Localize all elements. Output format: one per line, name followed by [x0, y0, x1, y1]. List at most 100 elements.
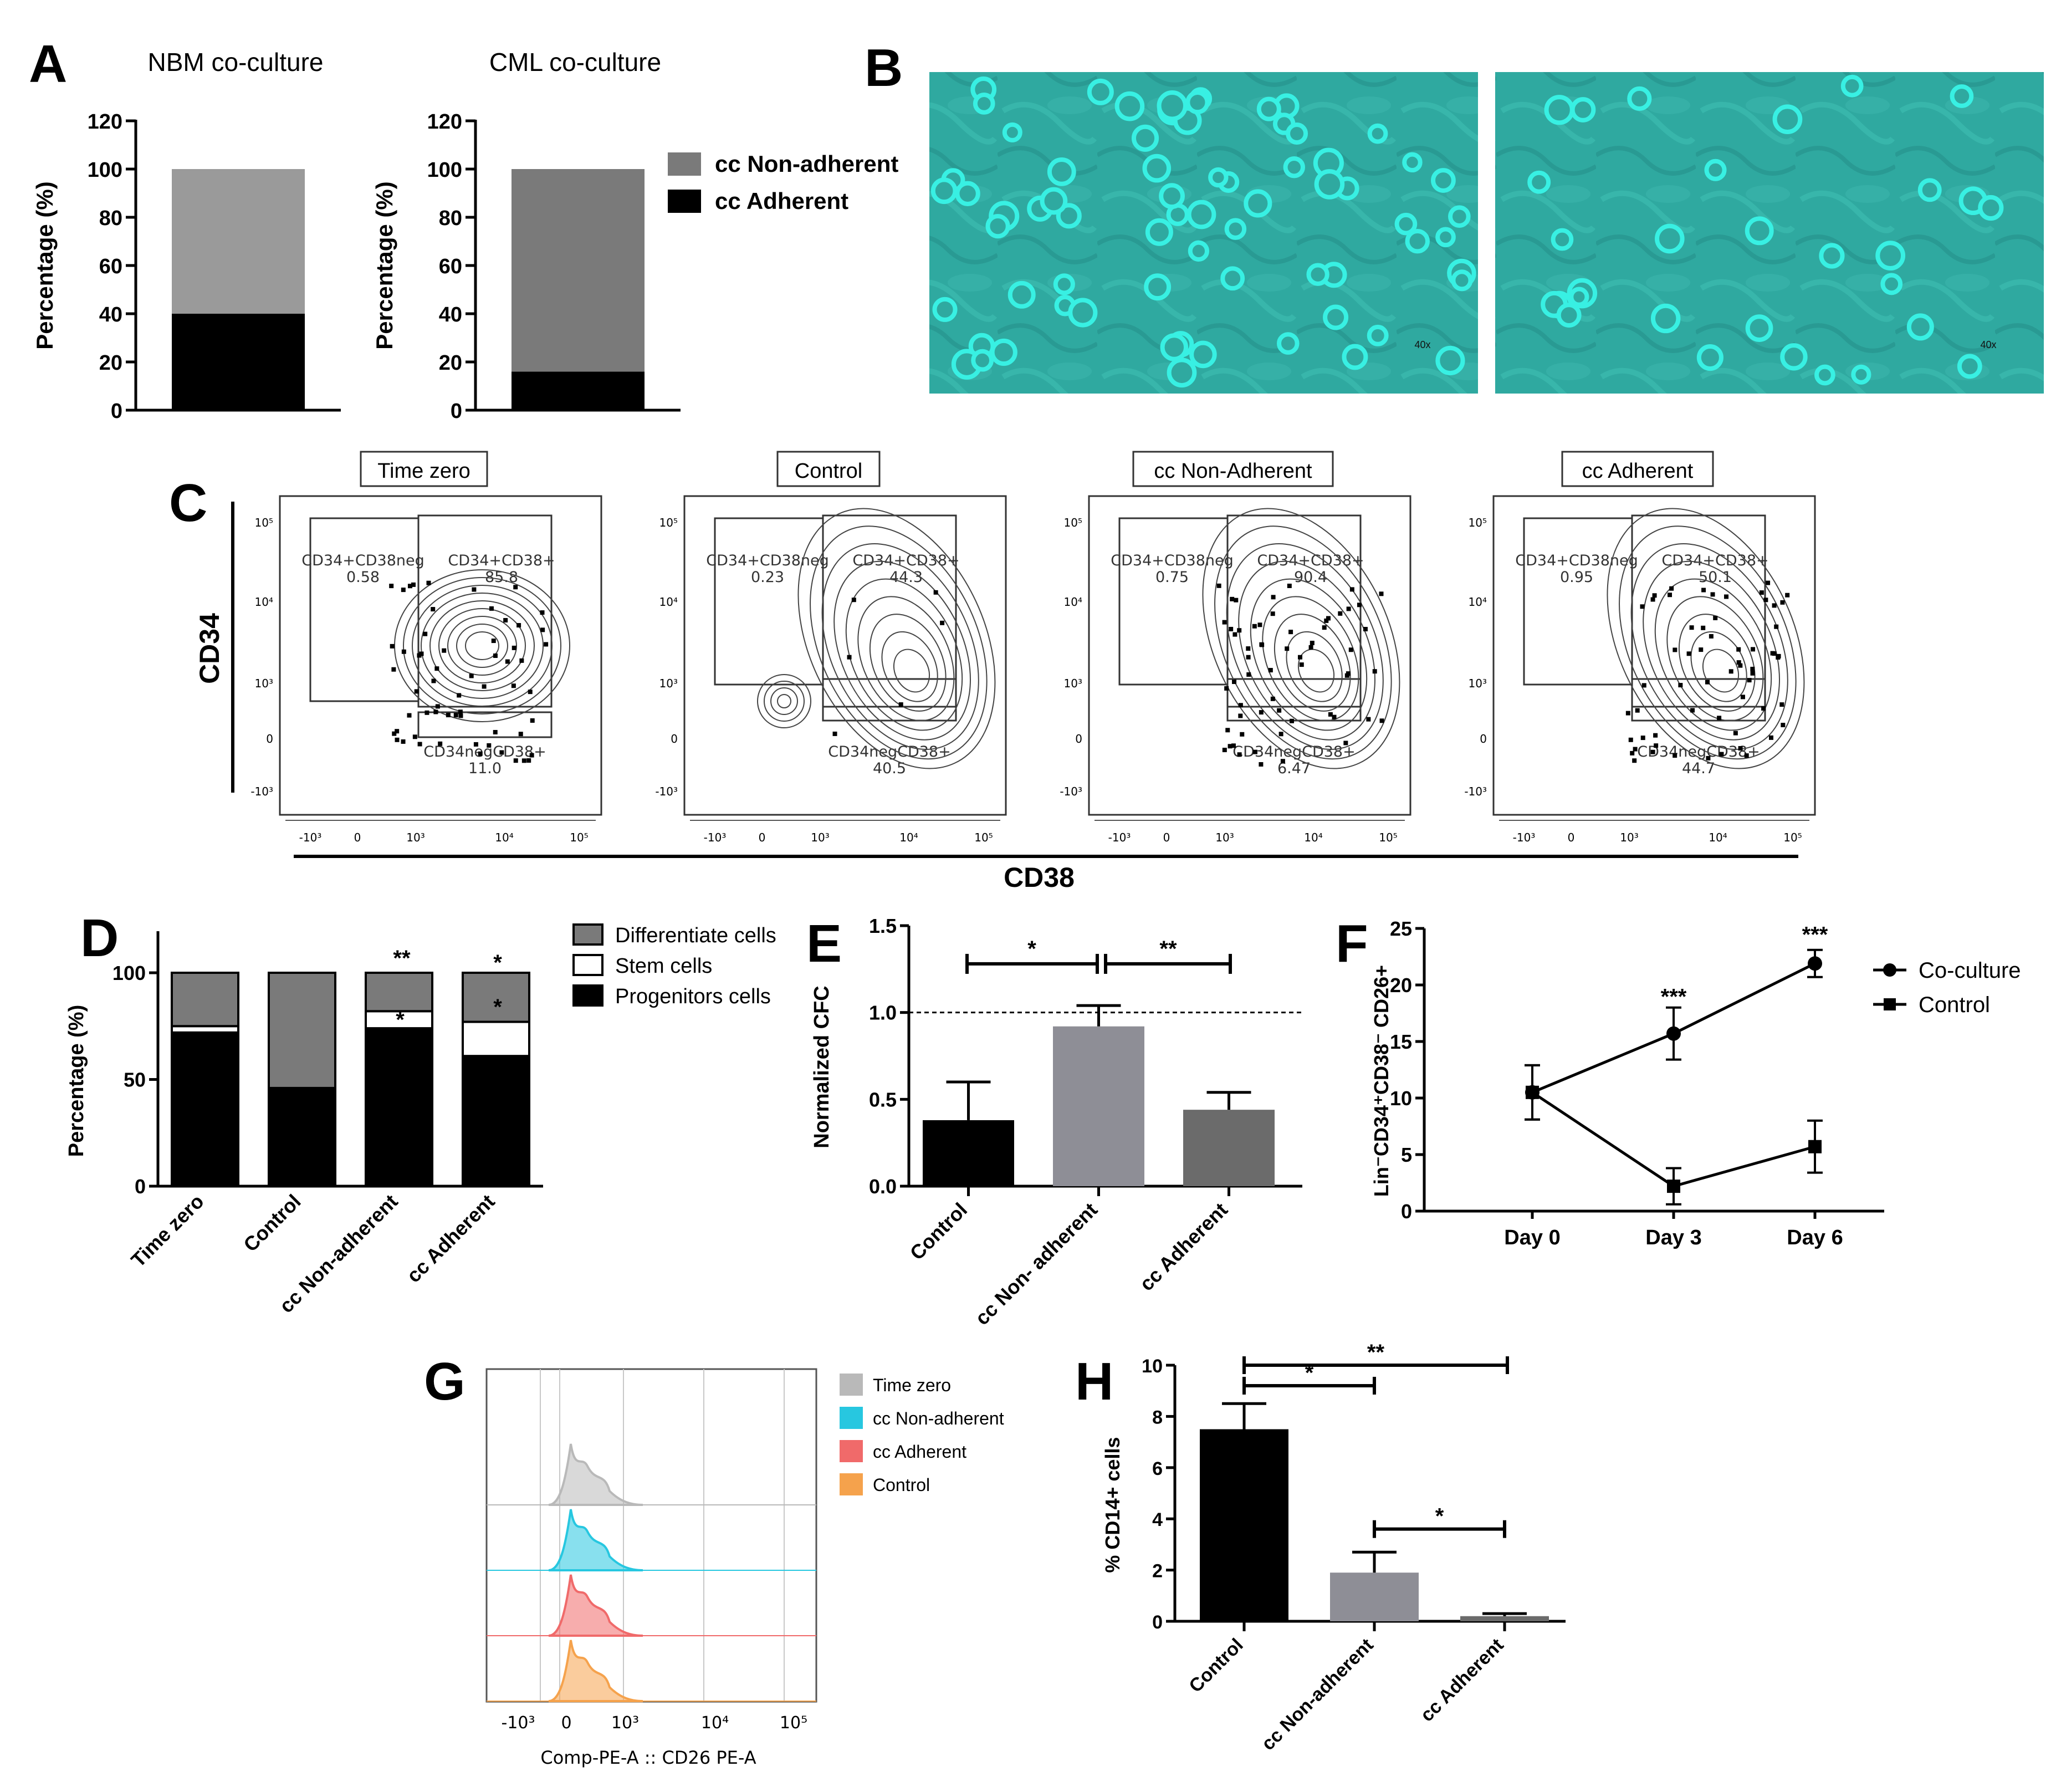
f-y-tick-label: 5 — [1401, 1143, 1412, 1166]
h-y-tick-label: 8 — [1152, 1407, 1163, 1428]
c-y-tick-label: 10⁴ — [1064, 595, 1082, 609]
c-event-dot — [1776, 655, 1781, 660]
c-event-dot — [940, 620, 945, 625]
f-point-control — [1667, 1180, 1680, 1193]
b-cell — [932, 297, 958, 322]
f-significance-mark: *** — [1661, 985, 1687, 1009]
c-event-dot — [1277, 708, 1282, 713]
b-cell — [1950, 84, 1974, 108]
c-event-dot — [1237, 628, 1242, 633]
c-event-dot — [1259, 762, 1264, 767]
c-contour-line — [1262, 596, 1359, 722]
c-gate-cd34pos-cd38pos — [417, 514, 553, 708]
f-x-category-label: Day 0 — [1504, 1226, 1560, 1249]
c-event-dot — [1654, 743, 1659, 748]
c-y-tick-label: 10³ — [255, 677, 273, 690]
c-event-dot — [1738, 663, 1743, 668]
c-event-dot — [1343, 741, 1348, 746]
c-event-dot — [426, 580, 431, 585]
c-event-dot — [431, 607, 436, 612]
c-x-tick-label: -10³ — [1513, 831, 1536, 844]
b-cell — [1323, 304, 1349, 330]
h-bar — [1330, 1573, 1419, 1621]
c-contour-line — [447, 616, 517, 676]
c-event-dot — [1363, 627, 1368, 632]
d-significance-mark: ** — [393, 946, 411, 971]
c-event-dot — [1285, 646, 1290, 651]
e-y-axis-label: Normalized CFC — [810, 986, 833, 1148]
c-contour-line — [869, 614, 947, 712]
e-y-tick-label: 1.0 — [869, 1002, 897, 1024]
c-event-dot — [487, 743, 492, 748]
c-plot-frame — [1088, 495, 1411, 816]
c-event-dot — [1635, 708, 1640, 713]
c-event-dot — [1628, 737, 1633, 742]
c-event-dot — [1736, 660, 1741, 665]
b-cell — [1906, 313, 1934, 341]
b-cell — [1283, 156, 1305, 178]
c-event-dot — [530, 718, 535, 723]
b-cell — [1167, 358, 1197, 388]
b-cell — [1314, 169, 1345, 200]
c-event-dot — [933, 590, 938, 595]
c-event-dot — [1768, 735, 1773, 740]
c-contour-line — [845, 578, 963, 731]
a-y-tick-label: 80 — [99, 207, 122, 230]
h-y-tick-label: 10 — [1142, 1356, 1163, 1377]
c-event-dot — [493, 729, 498, 734]
b-cell — [1367, 123, 1388, 144]
b-cell — [1780, 343, 1808, 371]
c-y-tick-label: 10⁵ — [659, 516, 678, 529]
panel-letter-g: G — [424, 1352, 466, 1411]
b-cell — [1007, 280, 1036, 309]
c-event-dot — [1750, 666, 1755, 671]
h-x-category-label: Control — [1185, 1635, 1247, 1697]
c-event-dot — [435, 704, 440, 709]
c-event-dot — [898, 702, 903, 707]
c-contour-line — [1630, 543, 1788, 750]
g-x-tick-label: -10³ — [501, 1713, 535, 1733]
c-contour-line — [438, 608, 526, 683]
c-plot-title-box — [1132, 451, 1334, 487]
c-event-dot — [401, 649, 406, 654]
c-event-dot — [1246, 672, 1251, 677]
c-event-dot — [1785, 593, 1790, 598]
c-gate-label-name: CD34+CD38+ — [1257, 552, 1364, 569]
c-y-tick-label: 10⁵ — [1064, 516, 1082, 529]
c-contour-line — [465, 631, 499, 660]
e-significance-mark: * — [1027, 937, 1036, 961]
c-gate-label-name: CD34+CD38neg — [706, 552, 828, 569]
c-y-tick-label: 0 — [1480, 732, 1487, 746]
f-legend-label: Co-culture — [1919, 958, 2021, 983]
c-gate-label-name: CD34+CD38neg — [1515, 552, 1638, 569]
c-event-dot — [499, 750, 504, 755]
b-cell — [1569, 287, 1589, 307]
c-event-dot — [392, 731, 397, 736]
a-y-tick-label: 0 — [451, 400, 462, 423]
f-y-axis-label: Lin⁻CD34⁺CD38⁻ CD26+ — [1370, 965, 1393, 1197]
c-event-dot — [1332, 714, 1337, 719]
c-event-dot — [1686, 651, 1691, 656]
c-event-dot — [1346, 606, 1351, 611]
c-event-dot — [1297, 655, 1302, 660]
c-event-dot — [395, 737, 400, 742]
c-x-tick-label: 10⁵ — [570, 831, 588, 844]
c-event-dot — [489, 606, 494, 611]
c-contour-line — [1678, 614, 1756, 712]
c-contour-line — [821, 543, 979, 750]
b-cell — [1114, 91, 1145, 121]
h-bar — [1460, 1616, 1549, 1621]
b-cell — [1405, 228, 1430, 254]
c-plot-title-box — [1561, 451, 1714, 487]
c-contour-line — [810, 525, 988, 760]
c-gate-label-name: CD34+CD38+ — [448, 552, 555, 569]
c-event-dot — [1366, 717, 1371, 722]
c-y-tick-label: -10³ — [1464, 785, 1487, 798]
b-cell — [990, 338, 1017, 366]
d-y-tick-label: 100 — [112, 962, 146, 984]
c-event-dot — [1229, 626, 1234, 631]
a-y-tick-label: 100 — [427, 159, 462, 182]
b-cell — [1402, 152, 1423, 173]
c-y-tick-label: 0 — [671, 732, 678, 746]
